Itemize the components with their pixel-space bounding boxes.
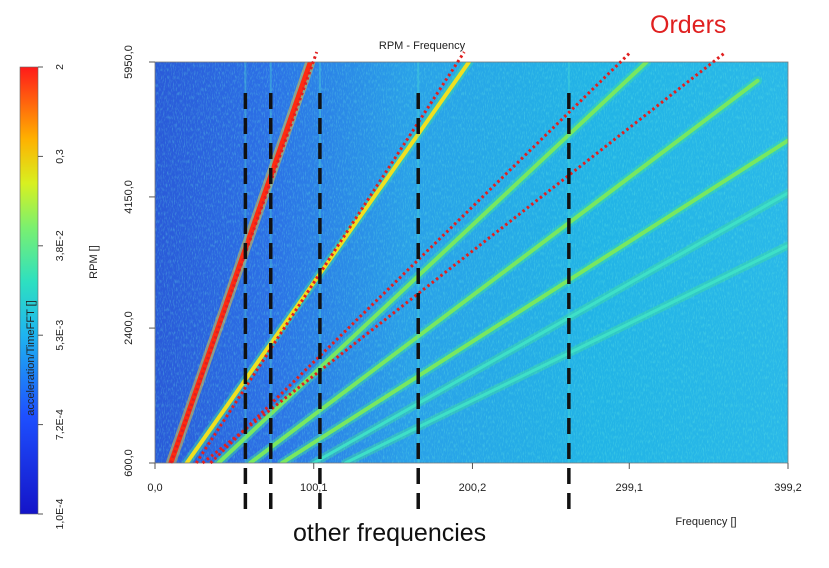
y-tick-label: 600,0	[123, 449, 135, 477]
colorbar-tick-label: 1,0E-4	[54, 498, 66, 529]
x-tick-label: 0,0	[147, 482, 162, 494]
colorbar-tick-label: 2	[54, 64, 66, 70]
x-axis-label: Frequency []	[675, 516, 736, 528]
colorbar-tick-label: 0,3	[54, 149, 66, 164]
orders-annotation: Orders	[650, 11, 726, 39]
annotations	[169, 50, 727, 511]
other-frequencies-annotation: other frequencies	[293, 519, 486, 547]
orders-dotted-line	[169, 51, 319, 464]
chart-title: RPM - Frequency	[379, 40, 466, 52]
x-tick-label: 299,1	[616, 482, 644, 494]
colorbar-gradient	[19, 66, 39, 515]
y-axis-label: RPM []	[88, 245, 100, 279]
y-tick-label: 2400,0	[123, 311, 135, 345]
y-tick-label: 5950,0	[123, 45, 135, 79]
plot-area	[154, 61, 789, 464]
y-tick-label: 4150,0	[123, 180, 135, 214]
colorbar-tick-label: 5,3E-3	[54, 320, 66, 351]
order-traces	[165, 62, 788, 463]
plot-frame	[154, 61, 789, 464]
order-line	[168, 62, 313, 463]
x-tick-label: 100,1	[300, 482, 328, 494]
order-line	[279, 138, 788, 463]
x-tick-label: 200,2	[459, 482, 487, 494]
order-line	[184, 62, 471, 463]
order-line	[312, 191, 788, 463]
y-axis-ticks: 600,0 2400,0 4150,0 5950,0	[123, 45, 155, 477]
plot-noise	[155, 62, 788, 463]
colorbar-tick-label: 7,2E-4	[54, 409, 66, 440]
orders-dotted-line	[209, 50, 632, 465]
x-axis-ticks: 0,0 100,1 200,2 299,1 399,2	[147, 463, 802, 494]
colorbar-label: acceleration/TimeFFT []	[25, 300, 37, 416]
x-tick-label: 399,2	[774, 482, 802, 494]
colorbar-tick-label: 3,8E-2	[54, 230, 66, 261]
order-line	[216, 62, 649, 463]
colorbar: 1,0E-4 7,2E-4 5,3E-3 3,8E-2 0,3 2 acceleratio…	[19, 64, 66, 529]
order-line	[248, 78, 760, 463]
orders-dotted-line	[201, 50, 727, 465]
colorbar-ticks: 1,0E-4 7,2E-4 5,3E-3 3,8E-2 0,3 2	[38, 64, 66, 529]
